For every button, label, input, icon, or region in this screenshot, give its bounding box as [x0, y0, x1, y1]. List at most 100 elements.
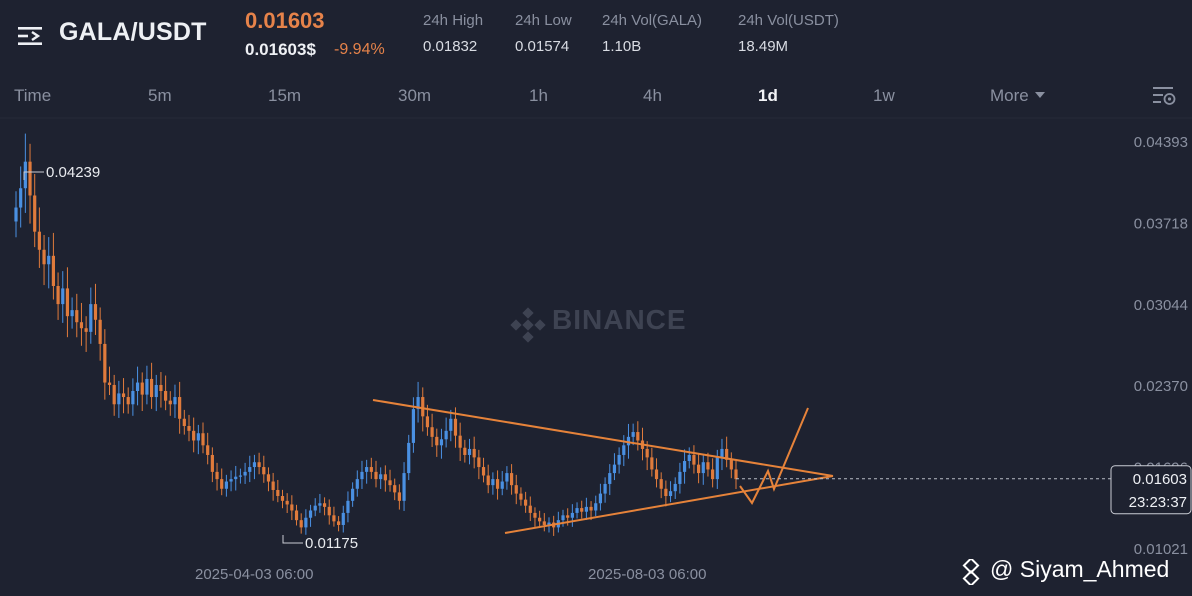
- candle-body: [79, 322, 84, 329]
- candle-body: [711, 469, 715, 480]
- tab-4h[interactable]: 4h: [643, 86, 662, 105]
- candle-body: [379, 474, 383, 480]
- candle-body: [407, 442, 411, 474]
- candle-body: [238, 475, 243, 477]
- candle-body: [70, 310, 74, 317]
- candle-body: [477, 457, 481, 468]
- ticker-header: GALA/USDT 0.01603 0.01603$ -9.94% 24h Hi…: [0, 0, 1192, 72]
- stat-value: 1.10B: [602, 38, 642, 55]
- tab-1w[interactable]: 1w: [873, 86, 895, 105]
- chart-settings-icon[interactable]: [1152, 84, 1178, 108]
- tab-1h[interactable]: 1h: [529, 86, 548, 105]
- candle-body: [500, 481, 504, 489]
- candle-body: [519, 493, 523, 500]
- candle-body: [393, 485, 397, 493]
- candle-body: [271, 481, 275, 490]
- x-tick-label: 2025-04-03 06:00: [195, 566, 314, 583]
- candle-body: [668, 491, 673, 497]
- candle-body: [416, 397, 420, 410]
- resistance-line: [372, 399, 834, 477]
- candle-body: [430, 427, 434, 437]
- candle-body: [622, 445, 626, 455]
- more-dropdown[interactable]: More: [990, 86, 1045, 106]
- candle-body: [664, 488, 668, 497]
- candle-body: [402, 473, 406, 501]
- menu-icon[interactable]: [18, 26, 44, 46]
- candle-body: [444, 430, 448, 440]
- projected-breakout-path: [739, 407, 809, 505]
- stat-label: 24h High: [423, 12, 484, 29]
- candle-body: [631, 432, 635, 437]
- candle-body: [659, 479, 663, 489]
- candle-body: [687, 454, 691, 462]
- candle-body: [397, 492, 401, 501]
- candle-body: [566, 515, 570, 518]
- candle-body: [164, 391, 168, 401]
- candle-body: [51, 255, 56, 286]
- stat-24h-vol-quote: 24h Vol(USDT) 18.49M: [738, 12, 839, 55]
- tab-time[interactable]: Time: [14, 86, 52, 105]
- candle-body: [491, 479, 495, 486]
- candle-body: [178, 397, 182, 419]
- candle-body: [248, 467, 252, 472]
- candle-body: [280, 496, 285, 501]
- candle-body: [411, 409, 416, 443]
- candle-body: [524, 499, 528, 506]
- candle-body: [570, 512, 574, 518]
- last-price: 0.01603: [245, 8, 325, 33]
- candle-body: [509, 473, 514, 486]
- candle-body: [449, 418, 453, 431]
- current-price-label: 0.01603: [1133, 471, 1187, 488]
- candle-body: [715, 457, 719, 480]
- candle-body: [547, 522, 551, 525]
- candle-body: [701, 462, 705, 474]
- tab-5m[interactable]: 5m: [148, 86, 172, 105]
- candle-body: [575, 508, 579, 513]
- candle-body: [257, 462, 261, 468]
- price-change: -9.94%: [334, 41, 385, 58]
- candle-body: [341, 512, 345, 525]
- candle-body: [603, 483, 607, 494]
- candle-body: [682, 461, 687, 472]
- candle-body: [75, 310, 79, 323]
- y-tick-label: 0.04393: [1134, 134, 1188, 151]
- watermark-text: BINANCE: [552, 304, 687, 335]
- trading-pair[interactable]: GALA/USDT: [59, 18, 207, 46]
- candle-body: [612, 464, 617, 474]
- candle-body: [159, 384, 163, 392]
- candle-body: [131, 391, 135, 405]
- candle-body: [617, 454, 621, 465]
- stat-label: 24h Low: [515, 12, 572, 29]
- y-tick-label: 0.03044: [1134, 297, 1188, 314]
- candle-body: [360, 471, 364, 480]
- tab-1d[interactable]: 1d: [758, 86, 778, 105]
- high-marker-leader: [23, 171, 44, 180]
- candle-body: [224, 481, 228, 489]
- candle-body: [538, 517, 542, 522]
- candle-body: [374, 471, 378, 480]
- candle-body: [154, 384, 158, 398]
- candle-body: [229, 479, 233, 482]
- candle-body: [495, 479, 500, 489]
- candle-body: [734, 469, 738, 480]
- candle-body: [192, 430, 196, 441]
- stat-24h-high: 24h High 0.01832: [423, 12, 483, 55]
- candle-body: [168, 400, 172, 405]
- candle-body: [206, 445, 210, 455]
- tab-30m[interactable]: 30m: [398, 86, 432, 105]
- candle-body: [107, 382, 112, 385]
- candle-body: [472, 448, 476, 458]
- candle-body: [84, 328, 88, 332]
- candle-body: [173, 397, 177, 405]
- tab-15m[interactable]: 15m: [268, 86, 302, 105]
- candle-body: [654, 469, 659, 480]
- candle-body: [327, 506, 331, 516]
- y-tick-label: 0.01021: [1134, 541, 1188, 558]
- y-tick-label: 0.02370: [1134, 378, 1188, 395]
- binance-logo-icon: [510, 307, 546, 343]
- candle-body: [692, 454, 696, 465]
- low-marker-leader: [282, 535, 303, 544]
- candle-body: [383, 474, 387, 481]
- stat-24h-vol-base: 24h Vol(GALA) 1.10B: [602, 12, 702, 55]
